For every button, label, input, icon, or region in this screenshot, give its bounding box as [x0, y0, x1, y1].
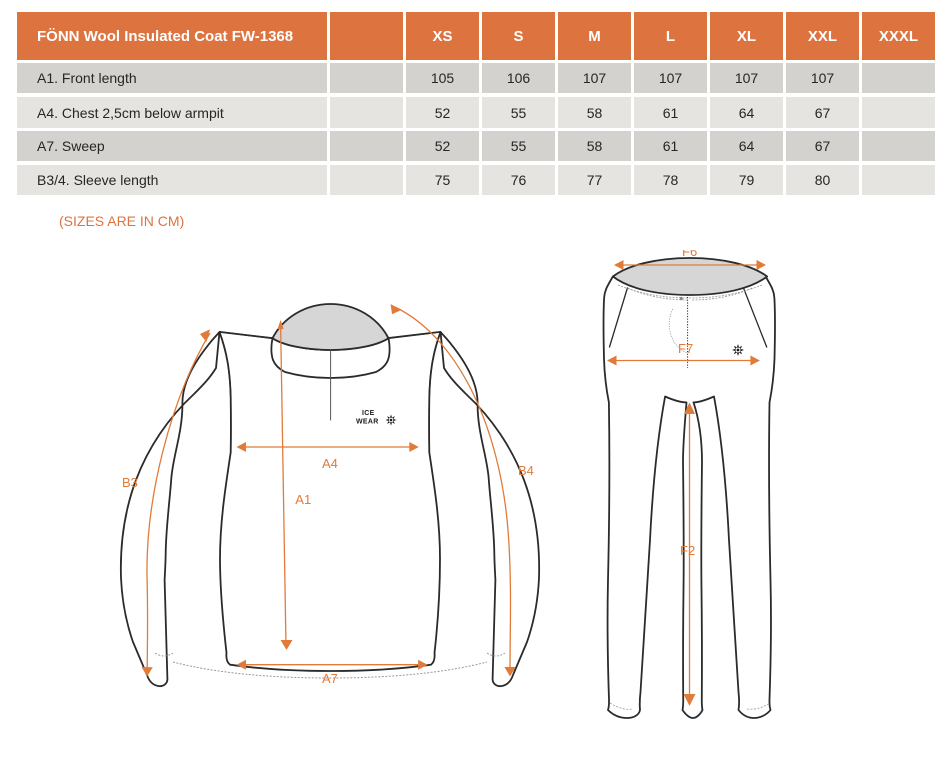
svg-text:A4: A4 [322, 456, 338, 471]
svg-text:F7: F7 [678, 341, 693, 356]
svg-text:B4: B4 [518, 463, 534, 478]
svg-text:A1: A1 [295, 492, 311, 507]
svg-text:A7: A7 [322, 671, 338, 686]
svg-text:F2: F2 [680, 543, 695, 558]
svg-text:F6: F6 [682, 250, 697, 259]
svg-text:B3: B3 [122, 475, 138, 490]
svg-text:ICE: ICE [362, 410, 375, 417]
svg-text:WEAR: WEAR [356, 419, 379, 426]
